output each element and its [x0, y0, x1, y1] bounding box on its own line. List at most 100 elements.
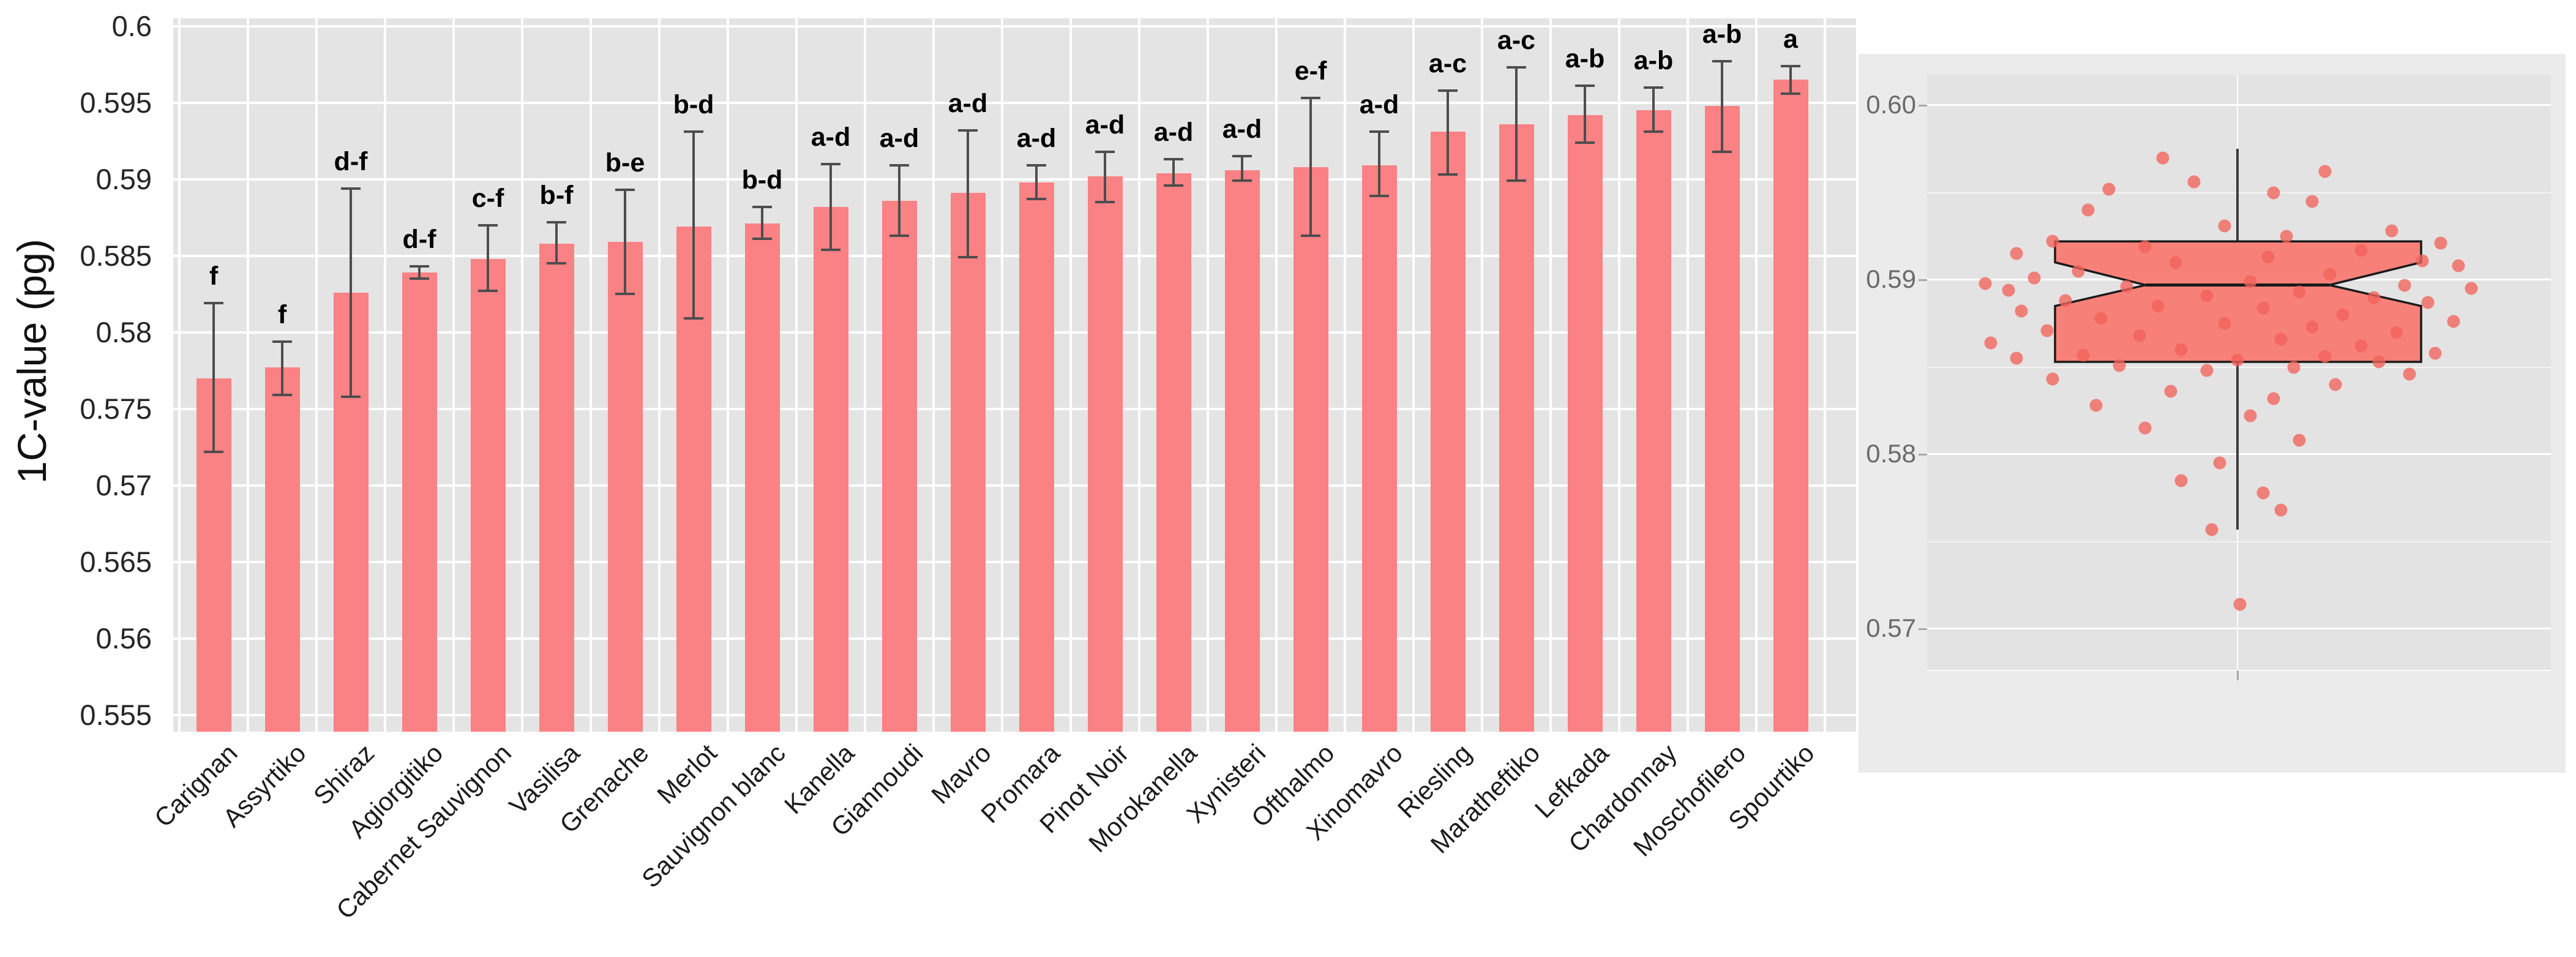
significance-letter: a-b: [1565, 44, 1605, 73]
jitter-point: [2027, 271, 2041, 285]
error-bar-cap-bottom: [1712, 150, 1732, 153]
error-bar-cap-bottom: [1781, 92, 1800, 95]
category-separator-gridline: [1207, 18, 1209, 732]
error-bar-line: [1309, 98, 1312, 236]
jitter-point: [2076, 348, 2090, 362]
y-tick-mark: [1919, 628, 1927, 630]
jitter-point: [2010, 351, 2023, 365]
category-separator-gridline: [1481, 18, 1483, 732]
error-bar-cap-bottom: [1438, 173, 1458, 176]
error-bar-line: [1721, 61, 1723, 152]
significance-letter: a-d: [811, 122, 851, 152]
significance-letter: f: [277, 299, 287, 329]
error-bar-cap-bottom: [1027, 198, 1046, 200]
y-tick-label: 0.565: [80, 545, 152, 578]
jitter-point: [2329, 378, 2342, 391]
error-bar-cap-top: [547, 220, 566, 223]
jitter-point: [2385, 224, 2398, 238]
bar-cabernet-sauvignon: [470, 258, 506, 732]
x-axis-edge-line: [1927, 670, 2551, 671]
error-bar-line: [1241, 156, 1243, 181]
error-bar-cap-top: [410, 265, 429, 268]
y-tick-label: 0.56: [95, 621, 152, 655]
jitter-point: [2218, 219, 2231, 233]
significance-letter: b-f: [539, 180, 574, 210]
y-tick-label: 0.6: [111, 9, 152, 42]
jitter-point: [2305, 320, 2319, 334]
error-bar-line: [898, 165, 900, 236]
bar-giannoudi: [882, 200, 917, 732]
bar-moschofilero: [1704, 105, 1740, 732]
box-plot-background: [1927, 75, 2551, 670]
error-bar-cap-top: [1301, 97, 1320, 99]
y-minor-gridline: [1927, 192, 2551, 193]
error-bar-cap-top: [821, 162, 841, 165]
jitter-point: [2231, 353, 2244, 367]
error-bar-cap-top: [1644, 86, 1663, 89]
error-bar-cap-top: [615, 189, 635, 191]
jitter-point: [2293, 433, 2306, 447]
y-tick-mark: [1919, 279, 1927, 281]
y-gridline: [173, 331, 1856, 334]
significance-letter: a-c: [1428, 48, 1467, 78]
jitter-point: [2010, 247, 2023, 260]
jitter-point: [2138, 240, 2152, 253]
jitter-point: [2336, 308, 2349, 321]
jitter-point: [2205, 523, 2218, 536]
jitter-point: [2267, 186, 2280, 199]
significance-letter: a-d: [1222, 114, 1262, 144]
error-bar-cap-top: [1575, 84, 1595, 87]
y-tick-label: 0.555: [80, 698, 152, 731]
bar-assyrtiko: [264, 367, 300, 732]
bar-maratheftiko: [1499, 124, 1534, 732]
category-separator-gridline: [932, 18, 935, 732]
error-bar-cap-bottom: [1164, 184, 1183, 187]
jitter-point: [2421, 296, 2435, 309]
y-tick-label: 0.575: [80, 392, 152, 425]
error-bar-cap-bottom: [958, 256, 978, 258]
jitter-point: [2280, 230, 2293, 243]
category-separator-gridline: [1275, 18, 1278, 732]
jitter-point: [2274, 332, 2288, 346]
error-bar-cap-top: [684, 130, 703, 133]
error-bar-cap-top: [204, 302, 223, 304]
error-bar-line: [967, 130, 969, 257]
jitter-point: [2133, 329, 2146, 342]
error-bar-line: [1652, 87, 1655, 132]
error-bar-cap-bottom: [341, 395, 361, 398]
significance-letter: d-f: [334, 146, 368, 176]
jitter-point: [2403, 367, 2416, 381]
y-gridline: [173, 560, 1856, 563]
category-separator-gridline: [247, 18, 249, 732]
error-bar-cap-bottom: [204, 450, 223, 453]
y-gridline: [1927, 628, 2551, 629]
bar-spourtiko: [1773, 80, 1808, 732]
jitter-point: [2213, 456, 2226, 470]
jitter-point: [2428, 347, 2442, 360]
significance-letter: e-f: [1294, 56, 1327, 86]
y-gridline: [173, 484, 1856, 487]
y-tick-label: 0.585: [80, 239, 152, 272]
error-bar-cap-top: [272, 340, 292, 343]
category-separator-gridline: [315, 18, 318, 732]
jitter-point: [2233, 598, 2247, 611]
error-bar-line: [761, 206, 763, 239]
jitter-point: [2354, 244, 2368, 257]
y-tick-label: 0.59: [1866, 265, 1916, 293]
significance-letter: a-d: [1359, 90, 1399, 119]
error-bar-cap-top: [1369, 130, 1389, 133]
category-separator-gridline: [1824, 18, 1826, 732]
error-bar-cap-bottom: [684, 317, 703, 320]
error-bar-line: [624, 190, 626, 294]
error-bar-cap-bottom: [1232, 179, 1252, 182]
y-tick-label: 0.58: [1866, 439, 1916, 468]
jitter-point: [2138, 421, 2152, 435]
category-separator-gridline: [1069, 18, 1072, 732]
category-separator-gridline: [1001, 18, 1003, 732]
significance-letter: a-d: [1085, 110, 1125, 140]
category-separator-gridline: [1549, 18, 1552, 732]
y-gridline: [173, 713, 1856, 716]
jitter-point: [2046, 372, 2059, 386]
